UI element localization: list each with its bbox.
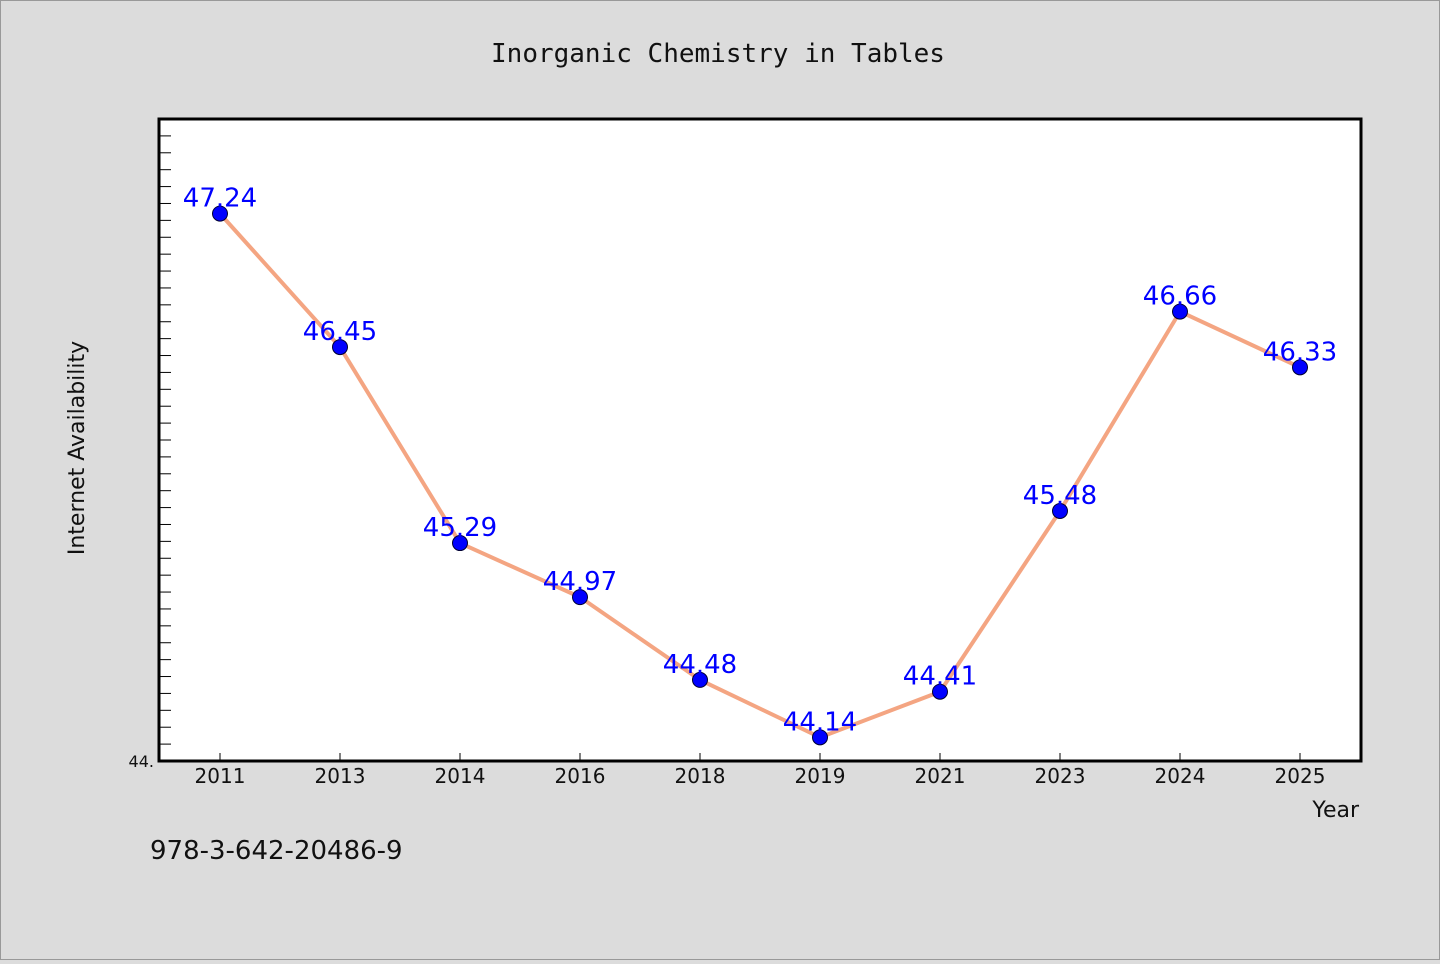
data-label: 44.41 (903, 662, 977, 692)
x-tick-label: 2014 (435, 764, 486, 788)
y-axis-label: Internet Availability (65, 341, 90, 555)
data-label: 44.48 (663, 650, 737, 680)
data-label: 46.66 (1143, 282, 1217, 312)
x-tick-label: 2021 (915, 764, 966, 788)
x-axis-label: Year (1311, 798, 1360, 823)
data-point (452, 535, 468, 552)
data-label: 45.48 (1023, 481, 1097, 511)
x-tick-label: 2025 (1275, 764, 1326, 788)
plot-area (157, 117, 1363, 763)
x-tick-label: 2016 (555, 764, 606, 788)
data-point (1172, 303, 1188, 320)
x-axis-tick-labels: 2011 2013 2014 2016 2018 2019 2021 2023 2024 2025 (195, 764, 1326, 788)
data-point (572, 589, 588, 606)
y-tick-label: 44. (129, 752, 154, 771)
data-label: 46.45 (303, 317, 377, 347)
x-tick-label: 2023 (1035, 764, 1086, 788)
data-point (812, 729, 828, 746)
x-tick-label: 2013 (315, 764, 366, 788)
data-point (1052, 502, 1068, 519)
series-line (218, 212, 1301, 740)
data-point (1292, 359, 1308, 376)
series-0: 47.24 46.45 45.29 44.97 44.48 44.14 44.41 45.48… (183, 184, 1337, 746)
chart-title: Inorganic Chemistry in Tables (491, 39, 945, 69)
data-label: 44.97 (543, 567, 617, 597)
data-label: 46.33 (1263, 337, 1337, 367)
data-point (332, 339, 348, 356)
data-label: 45.29 (423, 513, 497, 543)
y-axis-ticks (159, 135, 171, 762)
data-point (692, 671, 708, 688)
x-axis-ticks (219, 753, 1301, 761)
isbn-text: 978-3-642-20486-9 (150, 836, 403, 866)
x-tick-label: 2011 (195, 764, 246, 788)
x-tick-label: 2024 (1155, 764, 1206, 788)
x-tick-label: 2019 (795, 764, 846, 788)
data-label: 47.24 (183, 184, 257, 214)
data-point (932, 683, 948, 700)
x-tick-label: 2018 (675, 764, 726, 788)
data-label: 44.14 (783, 707, 857, 737)
data-point (212, 205, 228, 222)
